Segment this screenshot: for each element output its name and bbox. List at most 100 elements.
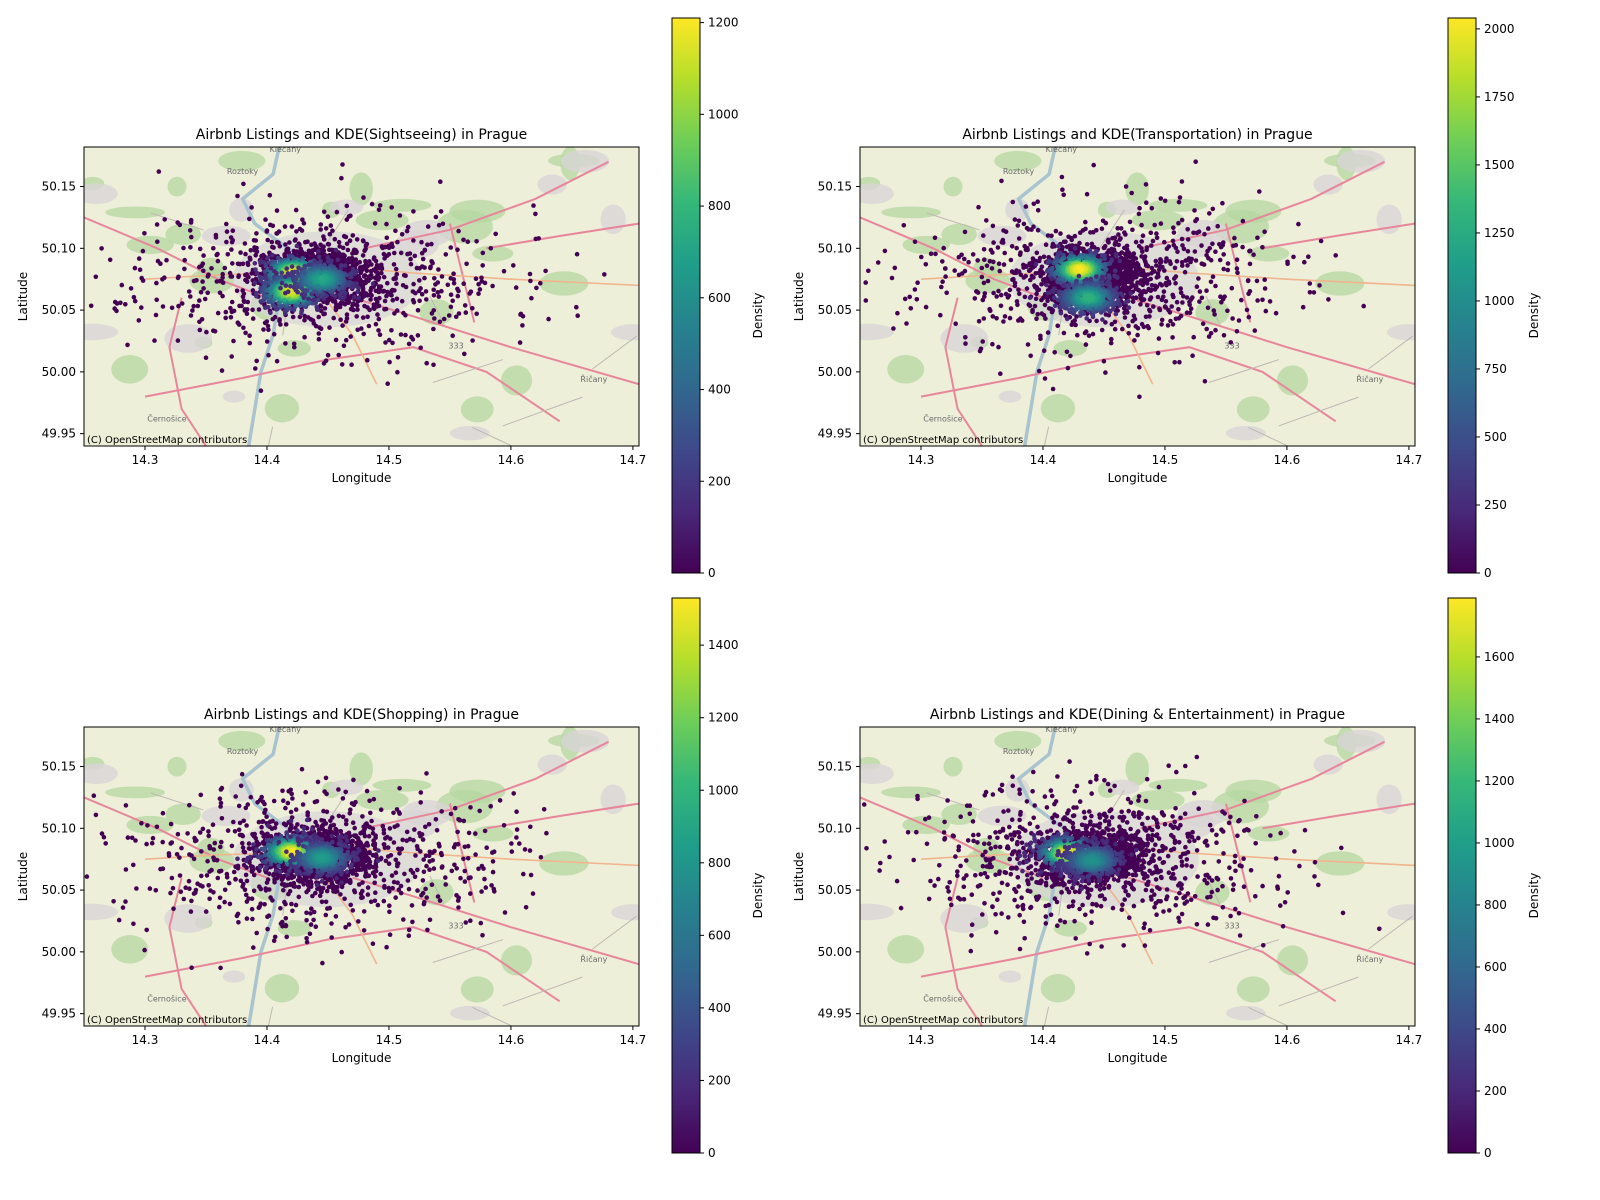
listing-point — [422, 247, 428, 253]
forest-area — [1315, 271, 1365, 296]
listing-point — [350, 251, 355, 256]
listing-point — [243, 272, 248, 278]
listing-point — [119, 282, 125, 288]
listing-point — [241, 291, 247, 297]
listing-point — [1063, 239, 1068, 244]
listing-point — [972, 296, 978, 301]
listing-point — [220, 275, 225, 280]
listing-point — [424, 360, 430, 366]
listing-point — [215, 258, 221, 264]
listing-point — [389, 328, 394, 333]
listing-point — [1053, 228, 1059, 234]
kde-point — [311, 297, 317, 303]
listing-point — [303, 239, 308, 245]
listing-point — [1015, 302, 1020, 308]
listing-point — [1162, 198, 1168, 204]
listing-point — [229, 239, 235, 245]
listing-point — [982, 257, 987, 263]
listing-point — [1204, 288, 1209, 294]
listing-point — [112, 299, 118, 305]
kde-point — [284, 266, 290, 271]
kde-point — [316, 249, 321, 254]
listing-point — [963, 335, 968, 340]
listing-point — [1124, 243, 1130, 249]
listing-point — [211, 246, 216, 251]
listing-point — [1045, 330, 1051, 335]
listing-point — [413, 290, 418, 296]
listing-point — [360, 315, 366, 320]
listing-point — [350, 303, 355, 308]
listing-point — [474, 311, 480, 317]
listing-point — [443, 252, 449, 257]
listing-point — [376, 289, 382, 295]
listing-point — [403, 273, 408, 279]
listing-point — [274, 208, 280, 213]
listing-point — [1038, 333, 1043, 339]
listing-point — [418, 286, 423, 291]
listing-point — [1192, 208, 1197, 213]
listing-point — [228, 235, 234, 240]
urban-area — [610, 324, 639, 341]
listing-point — [253, 366, 258, 371]
listing-point — [1014, 245, 1019, 251]
listing-point — [403, 332, 408, 338]
listing-point — [433, 214, 439, 220]
listing-point — [1164, 246, 1170, 251]
listing-point — [197, 264, 202, 270]
listing-point — [1240, 244, 1245, 250]
listing-point — [1175, 249, 1180, 254]
listing-point — [1039, 311, 1045, 316]
listing-point — [1159, 317, 1165, 323]
listing-point — [428, 264, 433, 270]
listing-point — [1172, 265, 1178, 271]
listing-point — [362, 280, 368, 286]
listing-point — [1273, 310, 1279, 316]
kde-point — [314, 304, 320, 310]
listing-point — [437, 319, 443, 325]
listing-point — [479, 275, 484, 281]
listing-point — [1235, 270, 1240, 276]
listing-point — [1139, 321, 1145, 327]
forest-area — [1131, 209, 1185, 231]
listing-point — [1010, 277, 1015, 283]
listing-point — [1217, 242, 1222, 247]
listing-point — [424, 297, 429, 302]
listing-point — [1194, 217, 1200, 222]
listing-point — [349, 259, 354, 265]
listing-point — [262, 320, 268, 326]
colorbar-tick-label: 1000 — [708, 107, 739, 121]
listing-point — [1015, 223, 1021, 228]
kde-point — [315, 297, 321, 303]
listing-point — [1116, 242, 1121, 248]
listing-point — [1016, 318, 1021, 323]
listing-point — [501, 268, 507, 274]
forest-area — [355, 209, 409, 231]
listing-point — [1086, 333, 1092, 339]
listing-point — [242, 241, 248, 246]
listing-point — [1074, 314, 1079, 319]
listing-point — [197, 298, 202, 303]
listing-point — [1084, 191, 1090, 197]
listing-point — [1176, 307, 1181, 312]
listing-point — [1213, 283, 1218, 289]
listing-point — [984, 263, 990, 269]
listing-point — [198, 289, 204, 295]
listing-point — [1217, 257, 1223, 263]
listing-point — [875, 260, 881, 265]
listing-point — [436, 222, 442, 228]
listing-point — [1091, 162, 1096, 168]
motorway — [168, 297, 207, 446]
listing-point — [988, 247, 994, 253]
listing-point — [933, 251, 938, 257]
kde-point — [342, 263, 348, 268]
listing-point — [1073, 322, 1078, 328]
listing-point — [182, 257, 187, 263]
listing-point — [1050, 386, 1056, 392]
listing-point — [132, 265, 138, 271]
kde-point — [370, 281, 376, 287]
y-tick-label: 50.05 — [42, 303, 76, 317]
listing-point — [1041, 348, 1047, 354]
listing-point — [1110, 236, 1115, 241]
listing-point — [1251, 252, 1256, 257]
